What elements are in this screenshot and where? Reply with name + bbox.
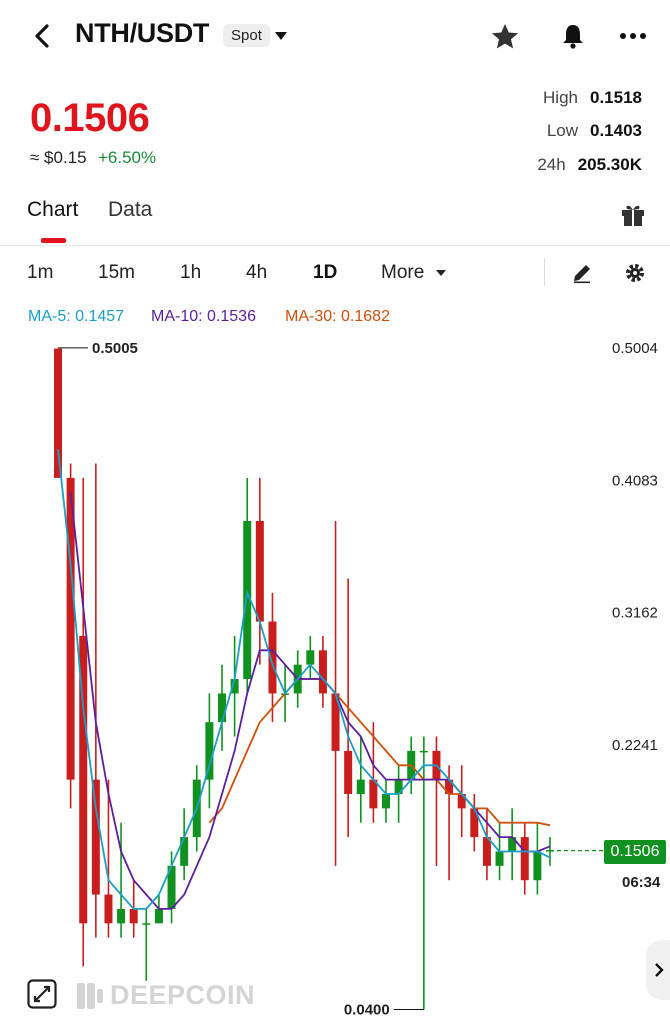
- interval-1h[interactable]: 1h: [180, 262, 202, 283]
- active-tab-indicator: [41, 238, 66, 243]
- candle-body: [482, 837, 491, 866]
- interval-15m[interactable]: 15m: [98, 262, 135, 283]
- candle-body: [445, 779, 454, 794]
- gift-icon[interactable]: [620, 202, 646, 228]
- tab-chart[interactable]: Chart: [27, 198, 79, 221]
- more-icon[interactable]: [618, 22, 648, 50]
- volume-value: 205.30K: [577, 155, 642, 174]
- candle-body: [495, 851, 504, 866]
- back-arrow-icon[interactable]: [30, 22, 56, 50]
- y-axis-tick-label: 0.2241: [612, 737, 658, 754]
- tabs-divider: [0, 245, 670, 246]
- candle-body: [142, 923, 151, 925]
- price-change: +6.50%: [98, 148, 157, 167]
- ma30-value: 0.1682: [341, 308, 390, 325]
- candle-body: [205, 722, 214, 780]
- candle-body: [457, 793, 466, 809]
- candle-body: [318, 650, 327, 694]
- candle-body: [180, 837, 189, 866]
- candle-body: [394, 779, 403, 794]
- ma5-value: 0.1457: [75, 308, 125, 325]
- stat-high: High 0.1518: [543, 88, 642, 108]
- candle-body: [154, 908, 163, 924]
- ma30-label: MA-30:: [285, 308, 337, 325]
- stat-low: Low 0.1403: [547, 121, 642, 141]
- market-type-badge[interactable]: Spot: [223, 24, 270, 47]
- high-label: High: [543, 88, 578, 107]
- candle-body: [167, 865, 176, 909]
- candle-body: [520, 837, 529, 881]
- stat-volume: 24h 205.30K: [537, 155, 642, 175]
- high-value: 0.1518: [590, 88, 642, 107]
- max-price-label: 0.5005: [92, 340, 138, 357]
- ma10-label: MA-10:: [151, 308, 203, 325]
- candle-body: [508, 837, 517, 852]
- tab-data[interactable]: Data: [108, 198, 153, 221]
- ma30-legend: MA-30: 0.1682: [285, 308, 390, 326]
- ma10-value: 0.1536: [207, 308, 256, 325]
- candle-body: [79, 635, 88, 924]
- interval-1m[interactable]: 1m: [27, 262, 54, 283]
- ma30-line: [208, 678, 551, 827]
- ma5-legend: MA-5: 0.1457: [28, 308, 124, 326]
- candle-body: [306, 650, 315, 665]
- min-price-label: 0.0400: [344, 1002, 390, 1019]
- candlestick-chart[interactable]: 0.5004 0.4083 0.3162 0.2241 0.5005 0.0400: [0, 330, 670, 1020]
- brand-watermark: DEEPCOIN: [110, 980, 256, 1010]
- candle-body: [533, 851, 542, 881]
- y-axis-tick-label: 0.5004: [612, 340, 658, 357]
- candle-body: [129, 908, 138, 924]
- pair-title[interactable]: NTH/USDT: [75, 18, 210, 48]
- star-icon[interactable]: [490, 22, 520, 50]
- pencil-icon[interactable]: [571, 262, 593, 284]
- candle-body: [66, 477, 75, 780]
- candle-body: [470, 808, 479, 838]
- candle-body: [369, 779, 378, 809]
- more-caret-icon[interactable]: [435, 269, 447, 277]
- ma5-line: [57, 449, 551, 910]
- candle-body: [382, 793, 390, 809]
- candle-body: [91, 779, 100, 895]
- caret-down-icon[interactable]: [274, 31, 288, 41]
- candle-body: [104, 894, 113, 924]
- last-price-tag: 0.1506: [604, 840, 666, 864]
- candle-body: [419, 750, 428, 753]
- ma10-line: [69, 492, 551, 910]
- side-drawer-handle[interactable]: [646, 940, 670, 1000]
- candle-body: [243, 520, 252, 680]
- candle-body: [331, 693, 340, 751]
- candle-body: [54, 348, 62, 478]
- toolbar-separator: [544, 258, 545, 286]
- ma10-legend: MA-10: 0.1536: [151, 308, 256, 326]
- bell-icon[interactable]: [558, 22, 588, 50]
- candle-body: [344, 750, 353, 794]
- interval-more[interactable]: More: [381, 262, 425, 283]
- candle-countdown: 06:34: [622, 874, 661, 891]
- y-axis-tick-label: 0.4083: [612, 472, 658, 489]
- volume-label: 24h: [537, 155, 566, 174]
- last-price: 0.1506: [30, 96, 150, 140]
- low-label: Low: [546, 121, 578, 140]
- y-axis-tick-label: 0.3162: [612, 605, 658, 622]
- usd-value: ≈ $0.15: [30, 148, 87, 167]
- deepcoin-logo-icon: [77, 983, 103, 1009]
- candle-body: [255, 520, 264, 622]
- candle-body: [117, 908, 126, 924]
- interval-1d[interactable]: 1D: [313, 262, 338, 283]
- interval-4h[interactable]: 4h: [246, 262, 268, 283]
- top-bar: NTH/USDT Spot: [0, 0, 670, 70]
- chevron-right-icon: [655, 963, 664, 977]
- candle-body: [356, 779, 365, 794]
- candle-body: [268, 621, 277, 694]
- candle-body: [218, 693, 226, 723]
- settings-gear-icon[interactable]: [624, 262, 646, 284]
- expand-icon[interactable]: [27, 979, 57, 1009]
- ma5-label: MA-5:: [28, 308, 71, 325]
- candle-body: [230, 679, 239, 694]
- low-value: 0.1403: [590, 121, 642, 140]
